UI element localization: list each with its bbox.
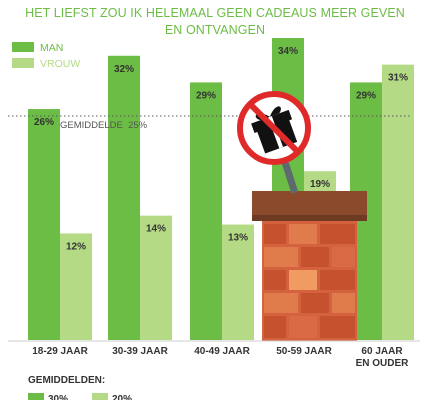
legend-swatch-vrouw (12, 58, 34, 68)
x-tick-label-4-0: 60 JAAR (361, 346, 403, 357)
chimney-illustration (252, 191, 367, 341)
data-label-man-4: 29% (356, 90, 376, 101)
average-value-man: 30% (48, 394, 69, 400)
x-tick-label-4-1: EN OUDER (356, 358, 410, 369)
legend-swatch-man (12, 42, 34, 52)
data-label-man-3: 34% (278, 46, 298, 57)
data-label-man-1: 32% (114, 64, 134, 75)
average-swatch-vrouw (92, 393, 108, 400)
chart-title-line-2: EN ONTVANGEN (164, 23, 266, 37)
chart-title-line-1: HET LIEFST ZOU IK HELEMAAL GEEN CADEAUS … (25, 6, 405, 20)
data-label-vrouw-4: 31% (388, 73, 408, 84)
no-gifts-sign-icon (237, 91, 311, 165)
data-label-vrouw-3: 19% (310, 179, 330, 190)
average-value-vrouw: 20% (112, 394, 133, 400)
data-label-vrouw-0: 12% (66, 241, 86, 252)
averages-heading: GEMIDDELDEN: (28, 375, 106, 386)
bar-vrouw-4 (382, 64, 414, 340)
bar-man-2 (190, 82, 222, 340)
data-label-man-2: 29% (196, 90, 216, 101)
x-tick-label-0-0: 18-29 JAAR (32, 346, 88, 357)
chimney-top-shade (252, 215, 367, 221)
bar-vrouw-3 (304, 171, 336, 191)
chimney-bricks (264, 224, 355, 338)
legend-label-vrouw: VROUW (40, 58, 80, 70)
bar-vrouw-1 (140, 215, 172, 340)
bar-vrouw-2 (222, 224, 254, 340)
data-label-vrouw-1: 14% (146, 224, 166, 235)
legend-label-man: MAN (40, 42, 63, 54)
bar-man-0 (28, 109, 60, 340)
bar-vrouw-0 (60, 233, 92, 340)
data-label-vrouw-2: 13% (228, 233, 248, 244)
x-tick-label-2-0: 40-49 JAAR (194, 346, 250, 357)
average-swatch-man (28, 393, 44, 400)
data-label-man-0: 26% (34, 117, 54, 128)
x-axis-labels: 18-29 JAAR 30-39 JAAR 40-49 JAAR 50-59 JAAR… (32, 346, 409, 369)
x-tick-label-1-0: 30-39 JAAR (112, 346, 168, 357)
x-tick-label-3-0: 50-59 JAAR (276, 346, 332, 357)
chart-title: HET LIEFST ZOU IK HELEMAAL GEEN CADEAUS … (0, 5, 430, 39)
average-line-label: GEMIDDELDE 25% (60, 120, 148, 131)
bar-man-1 (108, 55, 140, 340)
